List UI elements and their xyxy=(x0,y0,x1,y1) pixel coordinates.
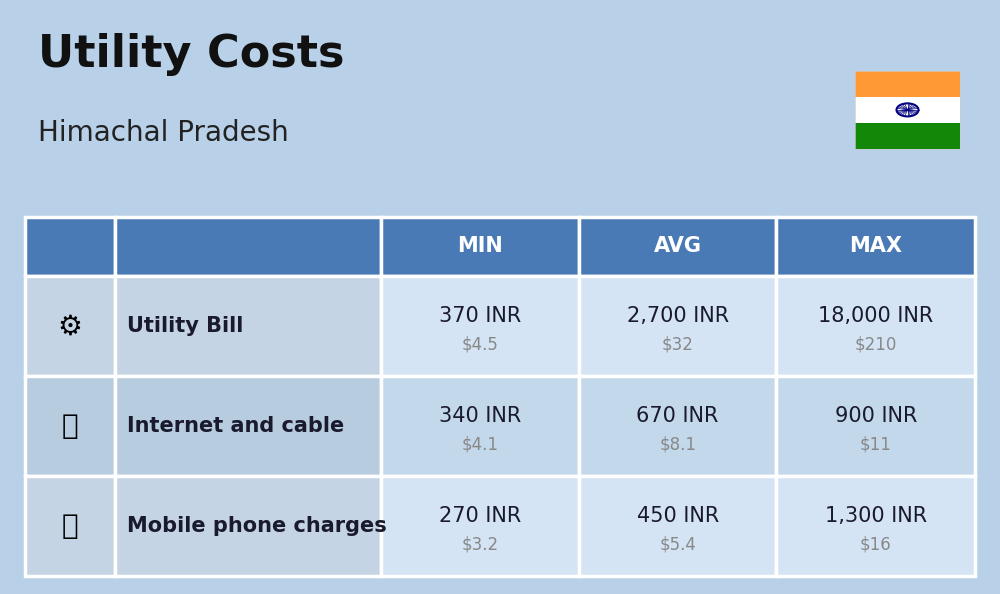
Bar xyxy=(381,217,579,276)
Text: 670 INR: 670 INR xyxy=(636,406,719,426)
Text: 340 INR: 340 INR xyxy=(439,406,521,426)
Text: $16: $16 xyxy=(860,535,892,553)
Text: MAX: MAX xyxy=(849,236,902,257)
Bar xyxy=(25,476,115,576)
Text: 18,000 INR: 18,000 INR xyxy=(818,306,933,326)
Text: $5.4: $5.4 xyxy=(659,535,696,553)
Bar xyxy=(381,376,579,476)
Text: $4.5: $4.5 xyxy=(462,335,498,353)
Bar xyxy=(855,97,960,123)
Bar xyxy=(115,376,381,476)
Text: AVG: AVG xyxy=(654,236,702,257)
Bar xyxy=(776,376,975,476)
Bar xyxy=(855,71,960,97)
Bar xyxy=(579,217,776,276)
Text: Internet and cable: Internet and cable xyxy=(127,416,344,436)
Bar xyxy=(855,71,960,148)
Bar xyxy=(25,217,115,276)
Text: $4.1: $4.1 xyxy=(462,435,499,453)
Text: MIN: MIN xyxy=(457,236,503,257)
Text: $11: $11 xyxy=(860,435,892,453)
Bar xyxy=(25,376,115,476)
Text: 370 INR: 370 INR xyxy=(439,306,521,326)
Bar xyxy=(381,276,579,376)
Text: $210: $210 xyxy=(855,335,897,353)
Text: 2,700 INR: 2,700 INR xyxy=(627,306,729,326)
FancyBboxPatch shape xyxy=(31,503,109,549)
Text: 900 INR: 900 INR xyxy=(835,406,917,426)
Bar xyxy=(25,276,115,376)
Text: Utility Bill: Utility Bill xyxy=(127,316,243,336)
Bar xyxy=(579,476,776,576)
Bar xyxy=(115,276,381,376)
Text: Utility Costs: Utility Costs xyxy=(38,33,344,75)
Text: Mobile phone charges: Mobile phone charges xyxy=(127,516,386,536)
Text: Himachal Pradesh: Himachal Pradesh xyxy=(38,119,289,147)
Bar xyxy=(381,476,579,576)
Text: $8.1: $8.1 xyxy=(659,435,696,453)
Bar xyxy=(776,476,975,576)
Bar xyxy=(115,476,381,576)
FancyBboxPatch shape xyxy=(31,303,109,349)
Bar xyxy=(776,217,975,276)
Text: 📶: 📶 xyxy=(62,412,78,440)
Text: 450 INR: 450 INR xyxy=(637,506,719,526)
Text: 270 INR: 270 INR xyxy=(439,506,521,526)
Text: $32: $32 xyxy=(662,335,694,353)
Bar xyxy=(579,376,776,476)
Bar xyxy=(579,276,776,376)
Text: $3.2: $3.2 xyxy=(461,535,499,553)
Text: 1,300 INR: 1,300 INR xyxy=(825,506,927,526)
Bar xyxy=(855,123,960,148)
FancyBboxPatch shape xyxy=(31,403,109,449)
Bar xyxy=(776,276,975,376)
Text: ⚙: ⚙ xyxy=(58,312,83,340)
Text: 📱: 📱 xyxy=(62,512,78,540)
Bar xyxy=(115,217,381,276)
